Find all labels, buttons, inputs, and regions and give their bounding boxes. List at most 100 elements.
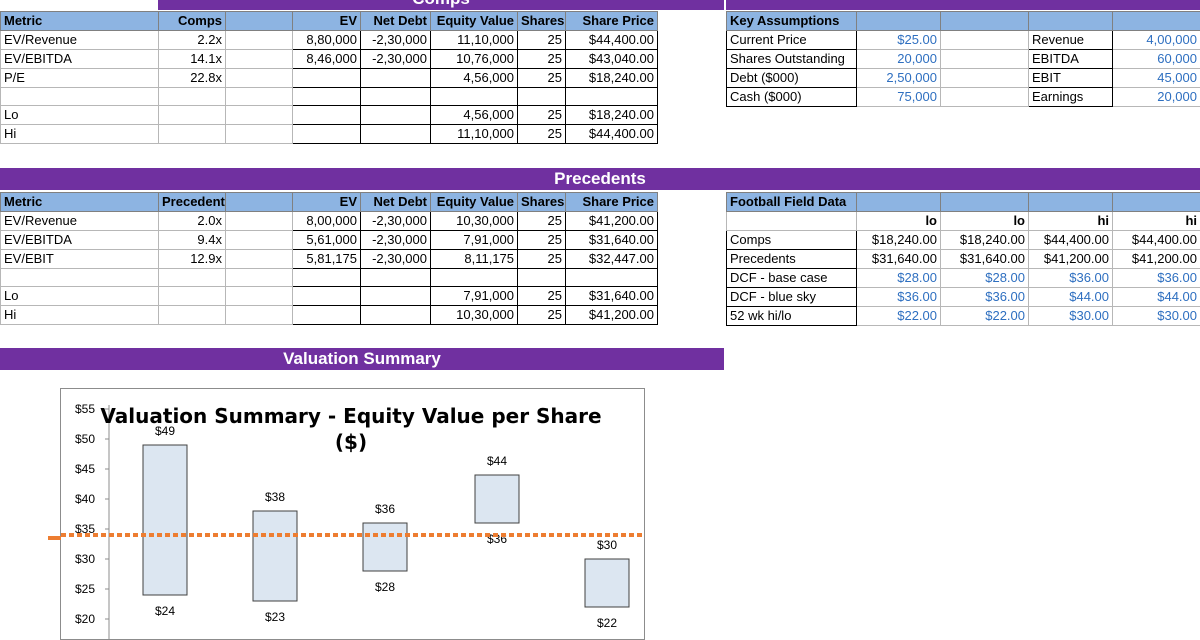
comps-cell[interactable]: -2,30,000 (361, 50, 431, 69)
precedents-cell[interactable] (293, 269, 361, 287)
key-assumptions-cell[interactable]: 20,000 (857, 50, 941, 69)
comps-cell[interactable] (226, 88, 293, 106)
key-assumptions-cell[interactable]: Cash ($000) (727, 88, 857, 107)
precedents-cell[interactable]: EV/Revenue (1, 212, 159, 231)
football-field-cell[interactable]: $44,400.00 (1113, 231, 1200, 250)
key-assumptions-header-cell[interactable] (857, 12, 941, 31)
precedents-cell[interactable]: 10,30,000 (431, 306, 518, 325)
comps-cell[interactable] (293, 125, 361, 144)
precedents-cell[interactable] (361, 287, 431, 306)
comps-cell[interactable] (293, 106, 361, 125)
comps-cell[interactable]: 22.8x (159, 69, 226, 88)
comps-cell[interactable]: 25 (518, 31, 566, 50)
football-field-title[interactable]: Football Field Data (727, 193, 857, 212)
comps-cell[interactable] (159, 88, 226, 106)
precedents-cell[interactable]: 5,81,175 (293, 250, 361, 269)
key-assumptions-header-cell[interactable] (941, 12, 1029, 31)
precedents-cell[interactable]: 25 (518, 250, 566, 269)
comps-cell[interactable]: Hi (1, 125, 159, 144)
comps-cell[interactable] (1, 88, 159, 106)
comps-cell[interactable]: 11,10,000 (431, 125, 518, 144)
key-assumptions-cell[interactable]: 75,000 (857, 88, 941, 107)
comps-cell[interactable] (159, 106, 226, 125)
precedents-cell[interactable] (159, 269, 226, 287)
precedents-header-cell[interactable]: Precedents (159, 193, 226, 212)
comps-cell[interactable] (361, 106, 431, 125)
comps-cell[interactable]: $18,240.00 (566, 69, 658, 88)
comps-cell[interactable]: 8,80,000 (293, 31, 361, 50)
comps-cell[interactable]: EV/EBITDA (1, 50, 159, 69)
football-field-cell[interactable]: $44.00 (1113, 288, 1200, 307)
precedents-cell[interactable]: -2,30,000 (361, 250, 431, 269)
football-field-cell[interactable]: $41,200.00 (1113, 250, 1200, 269)
football-field-cell[interactable]: 52 wk hi/lo (727, 307, 857, 326)
comps-cell[interactable] (361, 69, 431, 88)
precedents-cell[interactable]: $31,640.00 (566, 287, 658, 306)
precedents-header-cell[interactable]: Metric (1, 193, 159, 212)
football-field-header-cell[interactable] (1029, 193, 1113, 212)
comps-header-cell[interactable]: Comps (159, 12, 226, 31)
key-assumptions-cell[interactable]: Shares Outstanding (727, 50, 857, 69)
football-field-header-cell[interactable] (941, 193, 1029, 212)
comps-cell[interactable] (226, 50, 293, 69)
football-field-header-cell[interactable] (1113, 193, 1200, 212)
precedents-header-cell[interactable]: Shares (518, 193, 566, 212)
football-field-cell[interactable]: $44.00 (1029, 288, 1113, 307)
precedents-cell[interactable]: $41,200.00 (566, 212, 658, 231)
comps-cell[interactable] (226, 31, 293, 50)
football-field-col-header[interactable]: lo (941, 212, 1029, 231)
precedents-cell[interactable]: 10,30,000 (431, 212, 518, 231)
comps-cell[interactable]: $44,400.00 (566, 31, 658, 50)
precedents-header-cell[interactable]: Share Price (566, 193, 658, 212)
key-assumptions-cell[interactable]: 45,000 (1113, 69, 1200, 88)
precedents-cell[interactable] (226, 231, 293, 250)
comps-cell[interactable] (361, 125, 431, 144)
football-field-cell[interactable]: Precedents (727, 250, 857, 269)
football-field-col-header[interactable]: hi (1029, 212, 1113, 231)
comps-header-cell[interactable]: EV (293, 12, 361, 31)
precedents-cell[interactable]: Hi (1, 306, 159, 325)
comps-header-cell[interactable]: Equity Value (431, 12, 518, 31)
comps-cell[interactable]: 11,10,000 (431, 31, 518, 50)
key-assumptions-cell[interactable] (941, 31, 1029, 50)
comps-cell[interactable]: 4,56,000 (431, 69, 518, 88)
precedents-cell[interactable] (361, 269, 431, 287)
comps-header-cell[interactable]: Metric (1, 12, 159, 31)
comps-cell[interactable] (293, 69, 361, 88)
key-assumptions-cell[interactable]: Earnings (1029, 88, 1113, 107)
comps-cell[interactable] (226, 125, 293, 144)
comps-cell[interactable]: Lo (1, 106, 159, 125)
football-field-cell[interactable]: $28.00 (941, 269, 1029, 288)
precedents-cell[interactable] (1, 269, 159, 287)
key-assumptions-cell[interactable] (941, 88, 1029, 107)
key-assumptions-cell[interactable]: 2,50,000 (857, 69, 941, 88)
football-field-cell[interactable]: DCF - blue sky (727, 288, 857, 307)
comps-cell[interactable] (226, 106, 293, 125)
precedents-cell[interactable]: 7,91,000 (431, 287, 518, 306)
football-field-cell[interactable]: $22.00 (941, 307, 1029, 326)
comps-cell[interactable]: 25 (518, 106, 566, 125)
precedents-cell[interactable]: 7,91,000 (431, 231, 518, 250)
precedents-cell[interactable] (431, 269, 518, 287)
comps-header-cell[interactable]: Net Debt (361, 12, 431, 31)
football-field-header-cell[interactable] (857, 193, 941, 212)
comps-header-cell[interactable]: Shares (518, 12, 566, 31)
football-field-cell[interactable]: $28.00 (857, 269, 941, 288)
football-field-cell[interactable]: $36.00 (857, 288, 941, 307)
comps-cell[interactable] (361, 88, 431, 106)
key-assumptions-cell[interactable]: 60,000 (1113, 50, 1200, 69)
precedents-cell[interactable] (226, 287, 293, 306)
football-field-cell[interactable]: $31,640.00 (857, 250, 941, 269)
key-assumptions-cell[interactable]: Debt ($000) (727, 69, 857, 88)
football-field-cell[interactable]: $44,400.00 (1029, 231, 1113, 250)
key-assumptions-header-cell[interactable] (1113, 12, 1200, 31)
key-assumptions-cell[interactable]: 4,00,000 (1113, 31, 1200, 50)
comps-cell[interactable] (159, 125, 226, 144)
key-assumptions-cell[interactable]: EBITDA (1029, 50, 1113, 69)
precedents-cell[interactable]: 8,00,000 (293, 212, 361, 231)
comps-cell[interactable]: 14.1x (159, 50, 226, 69)
comps-header-cell[interactable] (226, 12, 293, 31)
comps-cell[interactable] (431, 88, 518, 106)
comps-header-cell[interactable]: Share Price (566, 12, 658, 31)
comps-cell[interactable]: 8,46,000 (293, 50, 361, 69)
